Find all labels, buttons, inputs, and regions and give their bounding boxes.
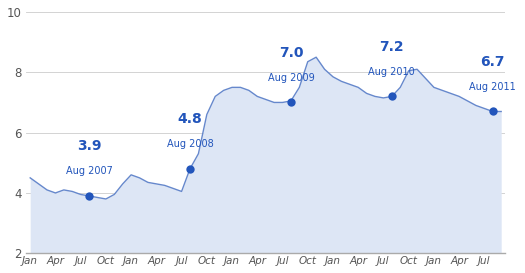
Text: 3.9: 3.9 (77, 139, 101, 153)
Text: 7.0: 7.0 (279, 46, 303, 60)
Text: Aug 2007: Aug 2007 (66, 166, 112, 176)
Text: 6.7: 6.7 (480, 55, 505, 69)
Text: Aug 2010: Aug 2010 (369, 67, 415, 77)
Text: Aug 2008: Aug 2008 (166, 139, 213, 149)
Text: Aug 2009: Aug 2009 (268, 73, 314, 83)
Text: 4.8: 4.8 (177, 112, 202, 126)
Text: Aug 2011: Aug 2011 (469, 82, 516, 92)
Text: 7.2: 7.2 (380, 40, 404, 54)
